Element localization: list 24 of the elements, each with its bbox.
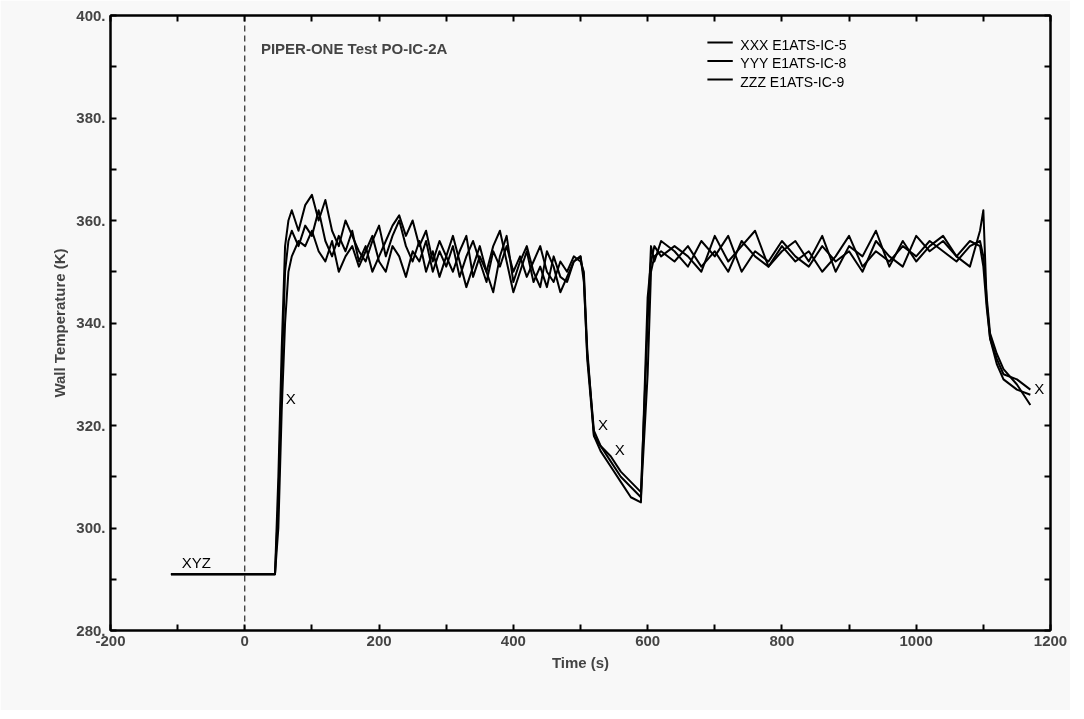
x-tick-label: 800: [769, 631, 795, 649]
text: PIPER-ONE Test PO-IC-2A: [260, 40, 448, 58]
legend-label: XXX E1ATS-IC-5: [740, 37, 847, 54]
annotation: X: [285, 390, 296, 408]
x-tick-label: 0: [240, 631, 249, 649]
x-tick-label: 1200: [1033, 631, 1068, 649]
y-tick-label: 320.: [76, 416, 106, 434]
x-axis-title: Time (s): [551, 653, 610, 671]
y-axis-title: Wall Temperature (K): [51, 248, 69, 398]
y-tick-label: 300.: [76, 519, 106, 536]
x-tick-label: 600: [635, 631, 661, 649]
annotation: X: [1034, 379, 1045, 397]
annotation: XYZ: [181, 554, 211, 572]
y-tick-label: 340.: [76, 314, 106, 331]
y-tick-label: 360.: [76, 211, 106, 229]
legend-label: YYY E1ATS-IC-8: [740, 55, 847, 72]
y-tick-label: 400.: [76, 6, 106, 24]
annotation: X: [597, 415, 608, 433]
x-tick-label: 400: [500, 631, 526, 649]
legend-label: ZZZ E1ATS-IC-9: [740, 73, 845, 90]
x-tick-label: 1000: [899, 631, 933, 649]
x-tick-label: 200: [366, 631, 392, 649]
y-tick-label: 380.: [76, 109, 106, 126]
annotation: X: [614, 441, 625, 459]
